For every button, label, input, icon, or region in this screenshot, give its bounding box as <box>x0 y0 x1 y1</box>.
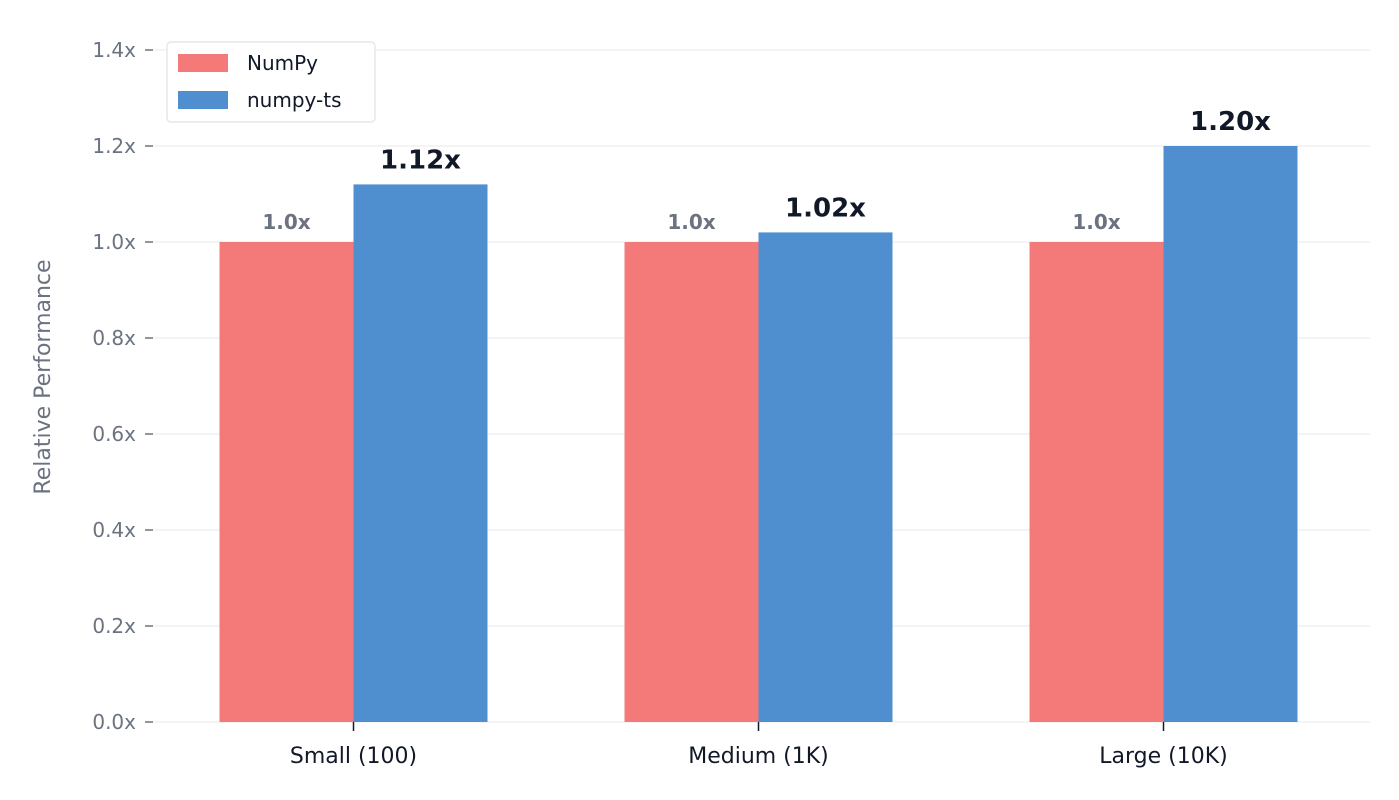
bar-numpy-large-10k <box>1029 242 1164 722</box>
x-tick-label-medium-1k: Medium (1K) <box>688 744 829 769</box>
data-label-numpy-ts-medium-1k: 1.02x <box>785 193 866 223</box>
legend: NumPy numpy-ts <box>166 41 376 123</box>
data-label-numpy-medium-1k: 1.0x <box>667 210 715 234</box>
legend-label-numpy-ts: numpy-ts <box>247 88 342 112</box>
data-label-numpy-ts-large-10k: 1.20x <box>1190 107 1271 137</box>
y-tick-label: 1.4x <box>92 38 136 62</box>
legend-label-numpy: NumPy <box>247 51 318 75</box>
data-labels: 1.0x 1.12x 1.0x 1.02x 1.0x 1.20x <box>262 107 1271 234</box>
y-tick-label: 0.0x <box>92 710 136 734</box>
y-axis: 0.0x 0.2x 0.4x 0.6x 0.8x 1.0x 1.2x 1.4x <box>92 38 153 734</box>
data-label-numpy-ts-small-100: 1.12x <box>380 145 461 175</box>
data-label-numpy-large-10k: 1.0x <box>1072 210 1120 234</box>
x-tick-label-small-100: Small (100) <box>290 744 417 769</box>
y-tick-label: 1.2x <box>92 134 136 158</box>
y-tick-label: 0.8x <box>92 326 136 350</box>
bar-numpy-medium-1k <box>624 242 759 722</box>
bar-numpy-ts-large-10k <box>1163 146 1298 722</box>
x-axis: Small (100) Medium (1K) Large (10K) <box>290 722 1228 769</box>
y-tick-label: 0.6x <box>92 422 136 446</box>
bar-numpy-ts-small-100 <box>353 184 488 722</box>
legend-swatch-numpy-ts <box>178 91 228 109</box>
bar-numpy-small-100 <box>219 242 354 722</box>
y-tick-label: 0.4x <box>92 518 136 542</box>
y-tick-label: 1.0x <box>92 230 136 254</box>
data-label-numpy-small-100: 1.0x <box>262 210 310 234</box>
x-tick-label-large-10k: Large (10K) <box>1099 744 1227 769</box>
y-axis-label: Relative Performance <box>31 259 56 494</box>
bars <box>219 146 1298 722</box>
y-tick-label: 0.2x <box>92 614 136 638</box>
legend-swatch-numpy <box>178 54 228 72</box>
bar-numpy-ts-medium-1k <box>758 232 893 722</box>
